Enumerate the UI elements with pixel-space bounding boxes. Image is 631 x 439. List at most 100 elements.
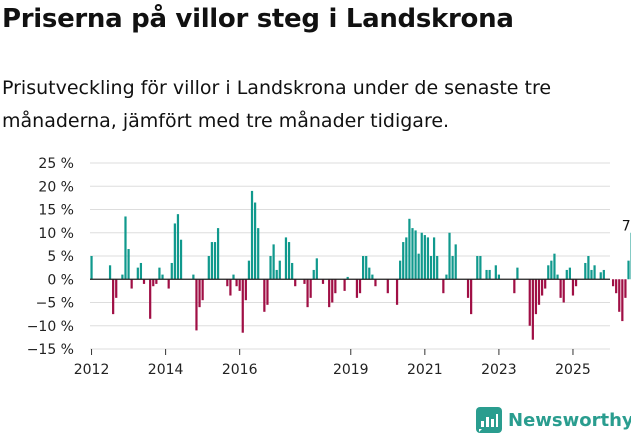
y-tick-label: 25 % [38,156,74,172]
bar [250,190,254,280]
bar [115,279,118,298]
bar [235,279,238,287]
bar [436,256,439,280]
bar [624,279,627,298]
bar [90,256,93,280]
y-tick-label: 5 % [47,249,74,265]
bar [574,279,578,287]
bar [432,237,436,280]
bar [127,249,130,280]
bar [278,260,281,280]
bar [590,269,593,280]
bar [207,256,210,280]
bar [269,256,272,280]
bar [627,260,630,280]
bar [244,279,247,301]
latest-value-label: 7 % [622,219,631,235]
bar [621,279,624,322]
bar [550,260,553,280]
x-tick-label: 2025 [555,362,591,378]
chart-subtitle: Prisutveckling för villor i Landskrona u… [2,77,552,132]
x-tick-label: 2016 [222,362,258,378]
bar [528,279,531,326]
bar [158,267,161,280]
bar [562,279,565,303]
bar [537,279,541,305]
x-tick-label: 2021 [407,362,443,378]
bar [405,237,408,280]
bar [152,279,155,287]
bar [423,235,426,280]
newsworthy-logo: Newsworthy [476,407,631,433]
bar [584,262,587,280]
bar-chart: 25 % 20 % 15 % 10 % 5 % 0 % −5 % −10 % −15 % 201… [27,156,631,378]
newsworthy-logo-icon [476,407,502,433]
bar [420,232,423,280]
bar [291,262,294,280]
bar [454,244,457,280]
bar [149,279,152,319]
bar [257,228,260,280]
bar [201,279,204,301]
bar [429,256,433,280]
bar [198,279,201,308]
y-tick-label: 10 % [38,226,74,242]
bar [247,260,251,280]
bar [611,279,615,287]
bar [602,269,605,280]
bar [494,265,497,280]
bar [553,253,556,280]
y-tick-label: 15 % [38,203,74,219]
bar [229,279,232,296]
x-axis: 2012 2014 2016 2019 2021 2023 2025 [74,349,591,378]
bar [414,230,417,280]
bar [408,218,411,280]
bar [176,214,180,280]
bar [485,269,488,280]
bar [213,242,217,280]
bar [130,279,133,289]
bar [395,279,399,305]
y-tick-label: 20 % [38,179,74,195]
bar [155,279,158,284]
bar [451,256,454,280]
bar [556,274,559,280]
y-tick-label: −10 % [27,319,74,335]
bar [173,223,176,280]
chart-title: Priserna på villor steg i Landskrona [2,4,514,34]
bar [142,279,146,284]
bar [294,279,297,287]
bar [253,202,257,280]
bar [112,279,115,315]
bar [417,253,420,280]
bar [136,267,139,280]
bar [306,279,309,308]
bar [331,279,334,303]
bar [309,279,312,298]
x-tick-label: 2019 [333,362,369,378]
bar [272,244,275,280]
bar [139,262,143,280]
bar [587,256,590,280]
bar [232,274,235,280]
bar [263,279,266,312]
bar [365,256,368,280]
bar [210,242,214,280]
bar [192,274,195,280]
bar [599,272,602,280]
bar [358,279,362,294]
bar [346,276,349,280]
bar [565,269,568,280]
bar [386,279,389,294]
bar [238,279,241,291]
bar [559,279,562,298]
bar [170,262,173,280]
bar [534,279,538,315]
bar [334,279,337,294]
bar [448,232,451,280]
bar [368,267,371,280]
bar [241,279,244,333]
bar [312,269,315,280]
bar [287,242,291,280]
bar [321,279,325,284]
